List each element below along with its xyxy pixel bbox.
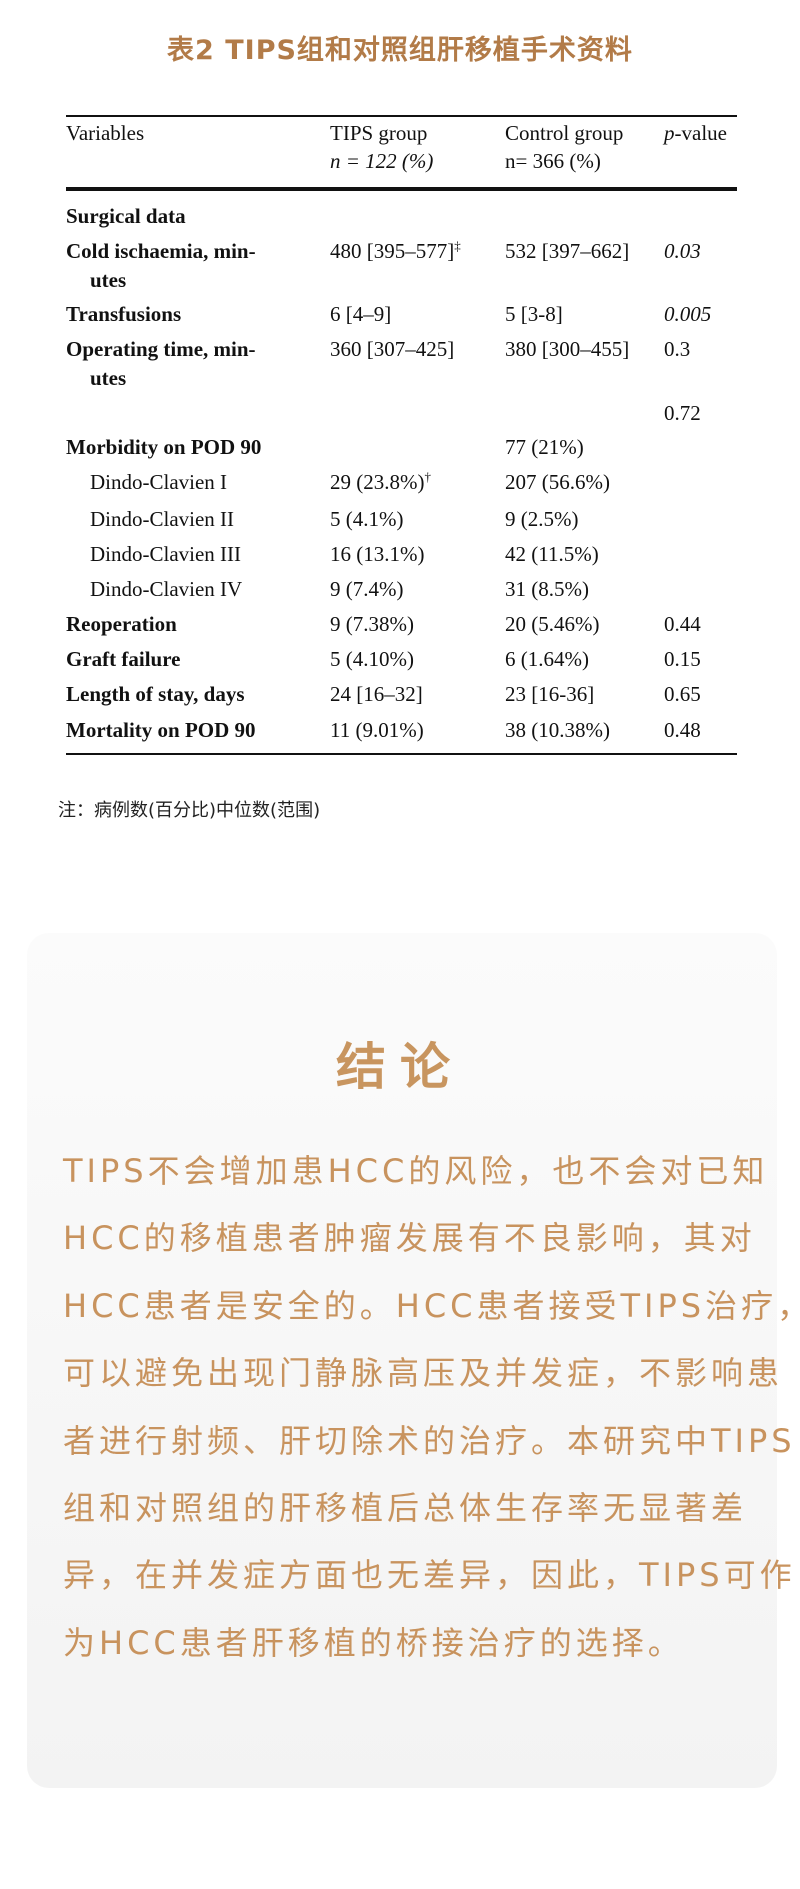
tips-value: 24 [16–32] — [330, 682, 423, 706]
table-bottom-rule — [66, 753, 737, 755]
p-value: 0.15 — [664, 647, 701, 671]
header-control: Control group — [505, 121, 624, 145]
conclusion-line: 可以避免出现门静脉高压及并发症，不影响患 — [63, 1354, 784, 1393]
tips-value: 9 (7.38%) — [330, 612, 414, 636]
row-label: Morbidity on POD 90 — [66, 435, 262, 459]
p-value: 0.44 — [664, 612, 701, 636]
p-value: 0.65 — [664, 682, 701, 706]
p-value: 0.72 — [664, 401, 701, 425]
conclusion-line: 组和对照组的肝移植后总体生存率无显著差 — [63, 1488, 748, 1527]
header-variables: Variables — [66, 121, 145, 145]
row-label: Transfusions — [66, 302, 182, 326]
conclusion-line: HCC的移植患者肿瘤发展有不良影响，其对 — [63, 1219, 756, 1258]
conclusion-line: 者进行射频、肝切除术的治疗。本研究中TIPS — [63, 1421, 796, 1460]
tips-value: 9 (7.4%) — [330, 577, 404, 601]
control-value: 380 [300–455] — [505, 337, 630, 361]
row-label: Reoperation — [66, 612, 177, 636]
row-label: Graft failure — [66, 647, 181, 671]
tips-value: 5 (4.1%) — [330, 507, 404, 531]
conclusion-line: 为HCC患者肝移植的桥接治疗的选择。 — [63, 1623, 684, 1662]
tips-value: 16 (13.1%) — [330, 542, 425, 566]
control-value: 532 [397–662] — [505, 239, 630, 263]
row-label-cont: utes — [90, 366, 127, 390]
control-value: 207 (56.6%) — [505, 470, 610, 494]
conclusion-card — [27, 933, 777, 1788]
tips-value: 6 [4–9] — [330, 302, 392, 326]
table-title: 表2 TIPS组和对照组肝移植手术资料 — [167, 35, 633, 66]
conclusion-line: 异，在并发症方面也无差异，因此，TIPS可作 — [63, 1556, 796, 1595]
footnote-mark: ‡ — [454, 238, 461, 253]
p-italic: p — [664, 121, 675, 145]
tips-cell: 6 [4–9] — [330, 302, 391, 326]
tips-cell: 5 (4.10%) — [330, 647, 414, 671]
conclusion-heading: 结论 — [336, 1037, 464, 1096]
row-label: Mortality on POD 90 — [66, 718, 256, 742]
tips-cell: 360 [307–425] — [330, 337, 454, 361]
row-label: Dindo-Clavien II — [90, 507, 235, 531]
tips-cell: 16 (13.1%) — [330, 542, 424, 566]
row-label: Surgical data — [66, 204, 186, 228]
control-value: 38 (10.38%) — [505, 718, 610, 742]
tips-cell: 11 (9.01%) — [330, 718, 424, 742]
row-label: Cold ischaemia, min- — [66, 239, 256, 263]
p-value: 0.3 — [664, 337, 691, 361]
row-label: Dindo-Clavien III — [90, 542, 242, 566]
header-p-value: p-value — [664, 121, 727, 145]
tips-cell: 9 (7.4%) — [330, 577, 403, 601]
tips-cell: 24 [16–32] — [330, 682, 423, 706]
p-value: 0.03 — [664, 239, 701, 263]
control-value: 6 (1.64%) — [505, 647, 589, 671]
p-value: 0.005 — [664, 302, 712, 326]
control-value: 23 [16-36] — [505, 682, 595, 706]
control-value: 42 (11.5%) — [505, 542, 599, 566]
header-tips-n: n = 122 (%) — [330, 149, 434, 173]
footnote-mark: † — [424, 469, 431, 484]
p-value: 0.48 — [664, 718, 701, 742]
row-label-cont: utes — [90, 268, 127, 292]
row-label: Operating time, min- — [66, 337, 256, 361]
tips-cell: 5 (4.1%) — [330, 507, 403, 531]
conclusion-body: TIPS不会增加患HCC的风险，也不会对已知 HCC的移植患者肿瘤发展有不良影响，… — [63, 1143, 800, 1682]
control-value: 20 (5.46%) — [505, 612, 600, 636]
header-tips: TIPS group — [330, 121, 428, 145]
row-label: Dindo-Clavien IV — [90, 577, 243, 601]
tips-cell: 480 [395–577]‡ — [330, 239, 461, 263]
tips-value: 5 (4.10%) — [330, 647, 414, 671]
table-top-rule — [66, 115, 737, 117]
tips-value: 360 [307–425] — [330, 337, 455, 361]
control-value: 77 (21%) — [505, 435, 584, 459]
p-rest: -value — [674, 121, 727, 145]
surgical-data-table: Variables TIPS group n = 122 (%) Control… — [66, 115, 737, 757]
table-header-rule — [66, 187, 737, 191]
table-note: 注：病例数(百分比)中位数(范围) — [58, 800, 321, 821]
control-value: 31 (8.5%) — [505, 577, 589, 601]
conclusion-line: TIPS不会增加患HCC的风险，也不会对已知 — [63, 1152, 769, 1190]
header-control-n: n= 366 (%) — [505, 149, 601, 173]
tips-cell: 9 (7.38%) — [330, 612, 414, 636]
row-label: Length of stay, days — [66, 682, 245, 706]
tips-value: 11 (9.01%) — [330, 718, 424, 742]
tips-value: 29 (23.8%) — [330, 470, 425, 494]
tips-value: 480 [395–577] — [330, 239, 455, 263]
tips-cell: 29 (23.8%)† — [330, 470, 431, 494]
conclusion-line: HCC患者是安全的。HCC患者接受TIPS治疗， — [63, 1286, 800, 1325]
control-value: 9 (2.5%) — [505, 507, 579, 531]
row-label: Dindo-Clavien I — [90, 470, 228, 494]
control-value: 5 [3-8] — [505, 302, 563, 326]
